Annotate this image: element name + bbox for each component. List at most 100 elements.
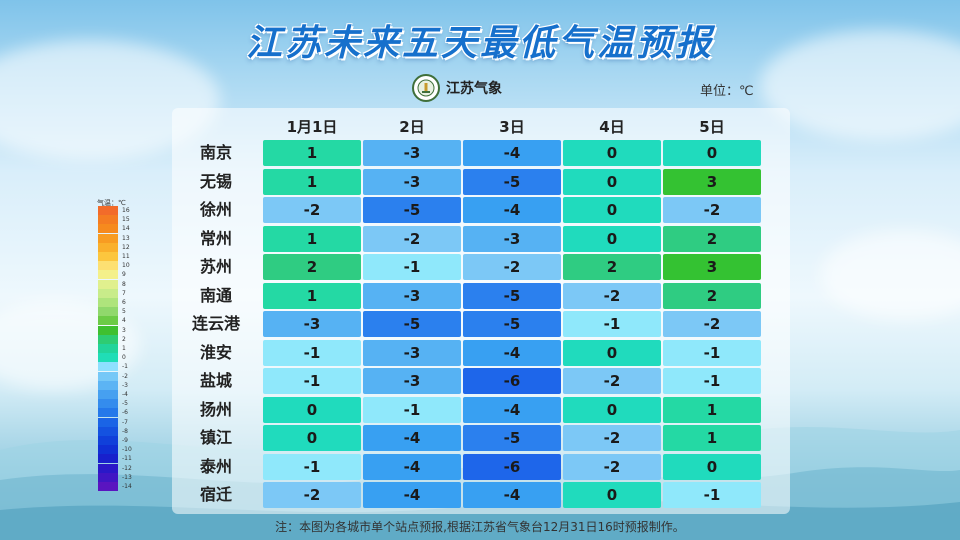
temperature-cell: 0 [663,453,761,480]
legend-label: -10 [122,446,132,454]
legend-label: -12 [122,464,132,472]
legend-swatch [98,224,118,234]
legend-swatch [98,417,118,427]
legend-swatch [98,472,118,482]
legend-label: -14 [122,483,132,490]
legend-label: 4 [122,317,126,325]
legend-title: 气温：℃ [97,199,126,207]
city-label: 无锡 [199,171,232,191]
temperature-cell: 0 [563,339,661,366]
temperature-cell: 2 [663,282,761,309]
city-label: 镇江 [199,428,232,447]
legend-swatch [98,463,118,473]
temperature-cell: -1 [663,339,761,366]
legend-label: 15 [122,216,130,224]
temperature-cell: -1 [263,368,361,394]
legend-label: -2 [122,372,128,380]
legend-label: 7 [122,289,126,297]
legend-label: 11 [122,253,130,260]
legend-swatch [98,242,118,252]
legend-swatch [98,344,118,353]
legend-swatch [98,298,118,307]
meteorology-emblem-icon [412,74,440,102]
temperature-cell: -2 [263,482,361,508]
legend-label: 5 [122,308,126,316]
legend-swatch [98,482,118,491]
temperature-cell: -4 [463,482,561,508]
legend-label: 10 [122,262,130,270]
city-label: 苏州 [199,257,232,276]
legend-swatch [98,252,118,261]
background-cloud [760,30,960,140]
column-header: 4日 [599,118,625,136]
legend-swatch [98,316,118,326]
temperature-cell: -1 [363,254,461,280]
temperature-cell: 2 [263,254,361,280]
temperature-cell: -2 [663,311,761,337]
temperature-cell: -3 [263,311,361,337]
city-label: 宿迁 [199,485,232,504]
temperature-cell: -1 [663,482,761,508]
legend-swatch [98,307,118,317]
temperature-cell: -2 [563,453,661,480]
temperature-cell: -5 [363,197,461,223]
brand-name: 江苏气象 [446,81,502,97]
page-title: 江苏未来五天最低气温预报 [245,23,714,64]
legend-swatch [98,399,118,409]
unit-label: 单位：℃ [700,84,754,99]
city-label: 连云港 [191,314,240,333]
legend-label: 1 [122,345,126,352]
city-label: 常州 [199,228,232,248]
temperature-cell: -2 [563,282,661,309]
legend-swatch [98,279,118,289]
temperature-cell: -4 [463,197,561,223]
legend-swatch [98,233,118,243]
city-label: 南京 [199,143,232,162]
temperature-cell: -4 [463,339,561,366]
legend-swatch [98,288,118,298]
legend-label: 13 [122,234,130,242]
temperature-cell: -3 [363,339,461,366]
legend-label: -6 [122,409,128,417]
column-header: 5日 [699,118,725,136]
legend-swatch [98,215,118,225]
legend-swatch [98,334,118,344]
temperature-cell: -1 [663,368,761,394]
legend-swatch [98,426,118,436]
legend-label: -5 [122,400,128,408]
legend-swatch [98,206,118,215]
legend-swatch [98,371,118,381]
legend-label: -3 [122,381,128,389]
footnote: 注：本图为各城市单个站点预报,根据江苏省气象台12月31日16时预报制作。 [275,520,685,534]
legend-label: -1 [122,363,128,371]
temperature-cell: 2 [663,225,761,252]
temperature-cell: 3 [663,254,761,280]
legend-swatch [98,380,118,390]
legend-swatch [98,390,118,399]
city-label: 淮安 [199,342,232,362]
background-cloud [820,230,960,320]
temperature-cell: -1 [263,453,361,480]
temperature-cell: -2 [363,225,461,252]
temperature-cell: 0 [263,425,361,451]
city-label: 扬州 [199,399,232,419]
city-label: 南通 [199,285,232,305]
legend-swatch [98,325,118,335]
column-header: 1月1日 [286,118,338,136]
legend-swatch [98,270,118,280]
legend-label: -11 [122,455,132,463]
legend-label: 12 [122,243,130,251]
city-label: 徐州 [199,200,232,219]
temperature-cell: 1 [663,396,761,423]
legend-label: 2 [122,335,126,343]
legend-label: -7 [122,418,128,426]
temperature-cell: -1 [263,339,361,366]
temperature-cell: -3 [363,168,461,195]
legend-swatch [98,353,118,363]
temperature-cell: -2 [563,425,661,451]
legend-label: -13 [122,473,132,481]
temperature-cell: 0 [263,396,361,423]
temperature-cell: 2 [563,254,661,280]
legend-label: -4 [122,391,128,398]
legend-swatch [98,362,118,372]
